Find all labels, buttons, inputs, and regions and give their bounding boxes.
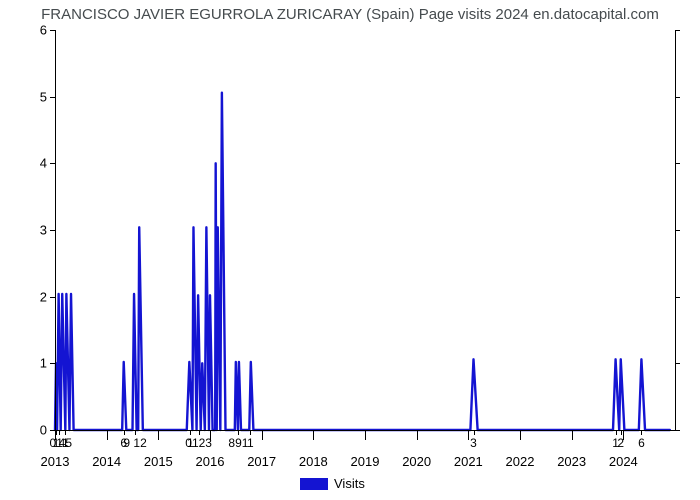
line-series	[55, 30, 675, 430]
x-tick-year	[417, 430, 418, 440]
y-tick-label: 6	[17, 23, 47, 38]
x-tick-label-minor: 1	[247, 436, 254, 450]
y-tick-right	[675, 430, 680, 431]
chart-title: FRANCISCO JAVIER EGURROLA ZURICARAY (Spa…	[0, 6, 700, 23]
x-tick-minor	[65, 430, 66, 435]
x-tick-label-year: 2020	[402, 454, 431, 469]
x-tick-label-minor: 9 12	[123, 436, 146, 450]
x-tick-minor	[56, 430, 57, 435]
x-tick-label-minor: 6	[638, 436, 645, 450]
x-tick-label-year: 2016	[196, 454, 225, 469]
x-tick-minor	[474, 430, 475, 435]
x-tick-year	[262, 430, 263, 440]
y-tick-label: 4	[17, 156, 47, 171]
x-tick-year	[365, 430, 366, 440]
x-tick-label-year: 2021	[454, 454, 483, 469]
x-tick-minor	[135, 430, 136, 435]
y-tick-label: 3	[17, 223, 47, 238]
x-tick-label-minor: 891	[228, 436, 248, 450]
y-tick-label: 5	[17, 89, 47, 104]
x-tick-label-year: 2019	[351, 454, 380, 469]
y-tick-label: 1	[17, 356, 47, 371]
x-tick-minor	[190, 430, 191, 435]
y-tick-right	[675, 230, 680, 231]
y-tick-label: 0	[17, 423, 47, 438]
x-tick-label-year: 2013	[41, 454, 70, 469]
x-tick-label-minor: 0123	[185, 436, 212, 450]
x-tick-label-year: 2022	[506, 454, 535, 469]
x-tick-label-minor: 2	[617, 436, 624, 450]
x-tick-year	[520, 430, 521, 440]
x-tick-label-minor: 45	[59, 436, 72, 450]
y-tick-right	[675, 297, 680, 298]
x-tick-year	[313, 430, 314, 440]
y-tick-right	[675, 163, 680, 164]
plot-area: 0123456201320142015201620172018201920202…	[55, 30, 675, 430]
x-tick-minor	[250, 430, 251, 435]
x-tick-minor	[621, 430, 622, 435]
x-tick-label-year: 2018	[299, 454, 328, 469]
x-tick-label-year: 2014	[92, 454, 121, 469]
y-tick	[50, 97, 55, 98]
y-tick-right	[675, 97, 680, 98]
y-tick	[50, 297, 55, 298]
x-tick-label-year: 2023	[557, 454, 586, 469]
legend-swatch	[300, 478, 328, 490]
x-tick-year	[107, 430, 108, 440]
y-tick	[50, 30, 55, 31]
y-tick	[50, 363, 55, 364]
y-tick-right	[675, 30, 680, 31]
x-tick-label-year: 2017	[247, 454, 276, 469]
x-tick-minor	[124, 430, 125, 435]
x-tick-label-minor: 3	[470, 436, 477, 450]
chart-container: FRANCISCO JAVIER EGURROLA ZURICARAY (Spa…	[0, 0, 700, 500]
x-tick-minor	[616, 430, 617, 435]
y-tick	[50, 230, 55, 231]
y-tick-right	[675, 363, 680, 364]
y-tick-label: 2	[17, 289, 47, 304]
x-tick-minor	[59, 430, 60, 435]
x-tick-label-year: 2015	[144, 454, 173, 469]
x-tick-label-year: 2024	[609, 454, 638, 469]
legend-label: Visits	[334, 476, 365, 491]
x-tick-minor	[199, 430, 200, 435]
y-axis	[55, 30, 56, 430]
legend: Visits	[300, 476, 365, 491]
y-tick	[50, 163, 55, 164]
x-tick-minor	[238, 430, 239, 435]
x-tick-year	[572, 430, 573, 440]
x-tick-minor	[641, 430, 642, 435]
x-tick-year	[158, 430, 159, 440]
